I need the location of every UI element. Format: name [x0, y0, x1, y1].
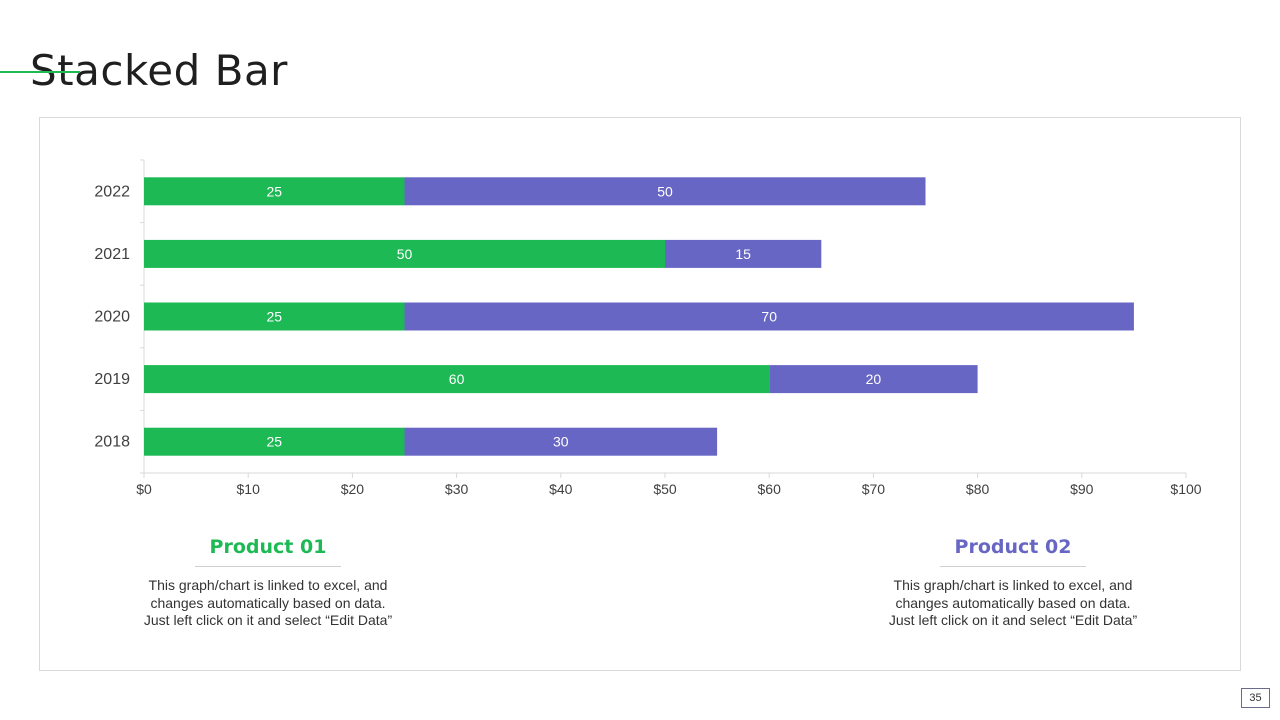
product-01-description: This graph/chart is linked to excel, and…	[118, 577, 418, 630]
bar-data-label: 25	[266, 309, 282, 325]
product-02-legend: Product 02 This graph/chart is linked to…	[863, 536, 1163, 630]
x-tick-label: $20	[341, 481, 365, 497]
bar-data-label: 30	[553, 434, 569, 450]
bar-data-label: 50	[397, 246, 413, 262]
y-category-label: 2022	[94, 183, 130, 200]
product-01-legend: Product 01 This graph/chart is linked to…	[118, 536, 418, 630]
bar-product-02	[665, 239, 822, 268]
bar-data-label: 20	[866, 371, 882, 387]
product-02-desc-line: This graph/chart is linked to excel, and	[893, 577, 1133, 593]
bar-product-01	[144, 302, 405, 331]
bar-product-02	[404, 427, 718, 456]
title-underline	[0, 71, 80, 73]
product-02-desc-line: changes automatically based on data.	[895, 594, 1131, 611]
product-02-desc-line: Just left click on it and select “Edit D…	[888, 612, 1138, 628]
x-tick-label: $50	[653, 481, 677, 497]
bar-product-01	[144, 239, 665, 268]
y-category-label: 2021	[94, 246, 130, 263]
page-title: Stacked Bar	[30, 46, 288, 96]
y-category-label: 2020	[94, 309, 130, 326]
product-01-desc-line: Just left click on it and select “Edit D…	[143, 612, 393, 628]
product-01-desc-line: This graph/chart is linked to excel, and	[148, 577, 388, 593]
stacked-bar-chart[interactable]: $0 $10 $20 $30 $40 $50 $60 $70 $80 $90 $100 2018 25 3…	[40, 118, 1240, 670]
bar-product-02	[769, 365, 978, 394]
bar-data-label: 15	[735, 246, 751, 262]
x-tick-label: $100	[1170, 481, 1201, 497]
x-tick-label: $10	[237, 481, 261, 497]
bar-data-label: 25	[266, 434, 282, 450]
product-02-description: This graph/chart is linked to excel, and…	[863, 577, 1163, 630]
bar-data-label: 70	[761, 309, 777, 325]
bar-product-02	[404, 302, 1134, 331]
chart-frame[interactable]: $0 $10 $20 $30 $40 $50 $60 $70 $80 $90 $100 2018 25 3…	[39, 117, 1241, 671]
x-tick-label: $40	[549, 481, 573, 497]
y-category-label: 2018	[94, 434, 130, 451]
page-number: 35	[1241, 688, 1270, 708]
product-01-title: Product 01	[209, 536, 327, 558]
product-02-title: Product 02	[954, 536, 1072, 558]
bar-product-01	[144, 365, 770, 394]
x-tick-label: $90	[1070, 481, 1094, 497]
x-tick-label: $80	[966, 481, 990, 497]
product-02-divider	[940, 566, 1086, 567]
bar-data-label: 60	[449, 371, 465, 387]
bar-product-01	[144, 427, 405, 456]
product-01-desc-line: changes automatically based on data.	[150, 594, 386, 611]
y-category-label: 2019	[94, 371, 130, 388]
product-01-divider	[195, 566, 341, 567]
bar-data-label: 25	[266, 183, 282, 199]
x-tick-label: $0	[136, 481, 152, 497]
x-tick-label: $30	[445, 481, 469, 497]
bar-product-01	[144, 177, 405, 206]
bar-data-label: 50	[657, 183, 673, 199]
x-tick-label: $60	[758, 481, 782, 497]
x-tick-label: $70	[862, 481, 886, 497]
bar-product-02	[404, 177, 926, 206]
